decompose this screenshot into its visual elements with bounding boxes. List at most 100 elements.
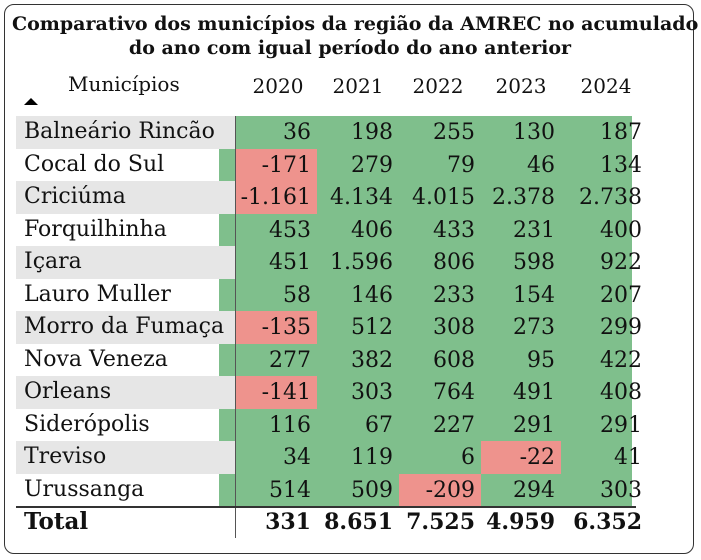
value-cell-2024: 41 bbox=[614, 445, 642, 470]
value-cell-2021: 198 bbox=[351, 120, 393, 145]
table-row: Lauro Muller 58 146 233 154 207 bbox=[16, 279, 684, 312]
value-cell-2020: 58 bbox=[283, 282, 311, 308]
value-cell-2022: 227 bbox=[433, 412, 475, 438]
value-cell-2024: 187 bbox=[600, 120, 642, 145]
value-cell-2021: 146 bbox=[351, 282, 393, 308]
municipio-name: Siderópolis bbox=[24, 411, 150, 437]
value-cell-2022: 764 bbox=[433, 380, 475, 405]
header-year-2023[interactable]: 2023 bbox=[495, 74, 547, 98]
table-title: Comparativo dos municípios da região da … bbox=[12, 12, 699, 60]
value-cell-2021: 279 bbox=[351, 152, 393, 178]
value-cell-2023: 2.378 bbox=[492, 185, 555, 210]
value-cell-2024: 2.738 bbox=[579, 185, 642, 210]
municipio-name: Urussanga bbox=[24, 476, 145, 502]
value-cell-2022: 79 bbox=[447, 152, 475, 178]
sort-ascending-icon[interactable] bbox=[24, 98, 38, 105]
municipio-name: Criciúma bbox=[16, 181, 235, 214]
table-row: Criciúma -1.161 4.134 4.015 2.378 2.738 bbox=[16, 181, 684, 214]
municipio-name: Içara bbox=[16, 246, 235, 279]
value-cell-2021: 1.596 bbox=[330, 250, 393, 275]
value-cell-2021: 512 bbox=[351, 315, 393, 340]
value-cell-2021: 119 bbox=[351, 445, 393, 470]
header-year-2020[interactable]: 2020 bbox=[252, 74, 304, 98]
value-cell-2022: 4.015 bbox=[412, 185, 475, 210]
value-cell-2023: 95 bbox=[527, 347, 555, 373]
value-cell-2020: 453 bbox=[269, 217, 311, 243]
table-header: Municípios 2020 2021 2022 2023 2024 bbox=[16, 68, 684, 112]
header-year-2024[interactable]: 2024 bbox=[580, 74, 632, 98]
value-cell-2024: 400 bbox=[600, 217, 642, 243]
title-line-2: do ano com igual período do ano anterior bbox=[128, 37, 572, 59]
value-cell-2023: 273 bbox=[513, 315, 555, 340]
municipio-name: Balneário Rincão bbox=[16, 116, 235, 149]
table-row: Forquilhinha 453 406 433 231 400 bbox=[16, 214, 684, 247]
total-divider bbox=[16, 506, 636, 508]
total-2020: 331 bbox=[265, 509, 311, 535]
value-cell-2021: 67 bbox=[365, 412, 393, 438]
value-cell-2023: 130 bbox=[513, 120, 555, 145]
value-cell-2024: 408 bbox=[600, 380, 642, 405]
value-cell-2020: 277 bbox=[269, 347, 311, 373]
header-year-2022[interactable]: 2022 bbox=[412, 74, 464, 98]
value-cell-2021: 406 bbox=[351, 217, 393, 243]
table-row: Orleans -141 303 764 491 408 bbox=[16, 376, 684, 409]
total-label: Total bbox=[24, 508, 89, 535]
value-cell-2022: -209 bbox=[399, 473, 481, 506]
value-cell-2021: 509 bbox=[351, 477, 393, 503]
value-cell-2020: 514 bbox=[269, 477, 311, 503]
value-cell-2023: 46 bbox=[527, 152, 555, 178]
total-2021: 8.651 bbox=[324, 509, 393, 535]
value-cell-2023: 491 bbox=[513, 380, 555, 405]
value-cell-2024: 303 bbox=[600, 477, 642, 503]
municipio-name: Lauro Muller bbox=[24, 281, 171, 307]
value-cell-2023: -22 bbox=[481, 441, 561, 474]
municipio-name: Treviso bbox=[16, 441, 235, 474]
municipio-name: Forquilhinha bbox=[24, 216, 167, 242]
value-cell-2023: 154 bbox=[513, 282, 555, 308]
value-cell-2020: -171 bbox=[235, 148, 317, 181]
value-cell-2023: 291 bbox=[513, 412, 555, 438]
table-row: Cocal do Sul -171 279 79 46 134 bbox=[16, 148, 684, 181]
total-row: Total 331 8.651 7.525 4.959 6.352 bbox=[16, 506, 684, 540]
value-cell-2022: 6 bbox=[461, 445, 475, 470]
value-cell-2020: 451 bbox=[269, 250, 311, 275]
value-cell-2022: 608 bbox=[433, 347, 475, 373]
municipio-name: Nova Veneza bbox=[24, 346, 168, 372]
value-cell-2023: 231 bbox=[513, 217, 555, 243]
header-year-2021[interactable]: 2021 bbox=[332, 74, 384, 98]
total-2022: 7.525 bbox=[406, 509, 475, 535]
table-row: Treviso 34 119 6 -22 41 bbox=[16, 441, 684, 474]
value-cell-2020: 34 bbox=[283, 445, 311, 470]
column-divider bbox=[235, 116, 236, 538]
table-row: Siderópolis 116 67 227 291 291 bbox=[16, 409, 684, 442]
value-cell-2024: 299 bbox=[600, 315, 642, 340]
value-cell-2021: 382 bbox=[351, 347, 393, 373]
total-2023: 4.959 bbox=[486, 509, 555, 535]
value-cell-2022: 255 bbox=[433, 120, 475, 145]
table-row: Urussanga 514 509 -209 294 303 bbox=[16, 473, 684, 506]
table-row: Morro da Fumaça -135 512 308 273 299 bbox=[16, 311, 684, 344]
table-row: Balneário Rincão 36 198 255 130 187 bbox=[16, 116, 684, 149]
value-cell-2024: 134 bbox=[600, 152, 642, 178]
total-2024: 6.352 bbox=[573, 509, 642, 535]
table-row: Içara 451 1.596 806 598 922 bbox=[16, 246, 684, 279]
data-table: Balneário Rincão 36 198 255 130 187 Cocal do S… bbox=[16, 116, 684, 506]
value-cell-2022: 308 bbox=[433, 315, 475, 340]
value-cell-2021: 4.134 bbox=[330, 185, 393, 210]
value-cell-2020: -135 bbox=[235, 311, 317, 344]
value-cell-2024: 291 bbox=[600, 412, 642, 438]
header-municipios[interactable]: Municípios bbox=[68, 72, 180, 96]
title-line-1: Comparativo dos municípios da região da … bbox=[12, 13, 699, 35]
value-cell-2022: 233 bbox=[433, 282, 475, 308]
municipio-name: Orleans bbox=[16, 376, 235, 409]
municipio-name: Cocal do Sul bbox=[24, 151, 165, 177]
value-cell-2023: 598 bbox=[513, 250, 555, 275]
value-cell-2022: 806 bbox=[433, 250, 475, 275]
municipio-name: Morro da Fumaça bbox=[16, 311, 235, 344]
value-cell-2021: 303 bbox=[351, 380, 393, 405]
value-cell-2020: 116 bbox=[269, 412, 311, 438]
value-cell-2022: 433 bbox=[433, 217, 475, 243]
value-cell-2020: 36 bbox=[283, 120, 311, 145]
value-cell-2024: 422 bbox=[600, 347, 642, 373]
value-cell-2023: 294 bbox=[513, 477, 555, 503]
